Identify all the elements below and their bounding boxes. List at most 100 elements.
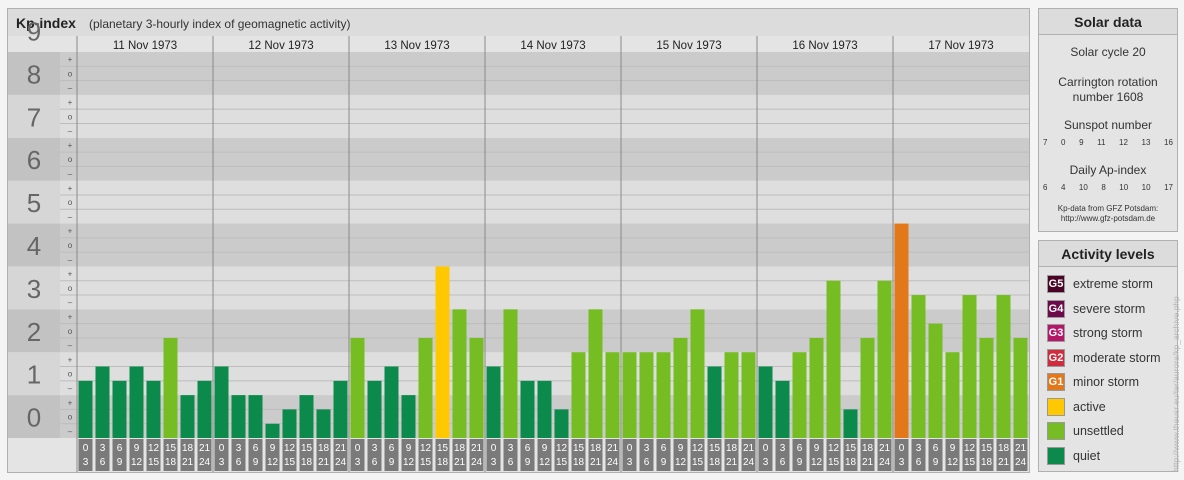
ap-value: 6 [1043,183,1048,192]
activity-level-item: active [1047,397,1106,417]
sunspot-value: 16 [1164,138,1173,147]
activity-level-label: active [1073,399,1106,414]
slot-start-label: 12 [964,443,976,454]
kp-bar [129,366,144,438]
sunspot-value: 0 [1061,138,1066,147]
slot-end-label: 15 [556,457,568,468]
activity-level-label: unsettled [1073,424,1124,438]
slot-cell [367,439,382,471]
slot-end-label: 18 [981,457,993,468]
y-band-label [8,352,60,396]
kp-bar [673,337,688,438]
activity-level-item: G5 extreme storm [1047,274,1153,294]
ap-value: 10 [1078,183,1088,192]
slot-cell [95,439,110,471]
solar-data-title: Solar data [1039,9,1177,35]
slot-end-label: 18 [709,457,721,468]
kp-bar [741,352,756,438]
slot-cell [78,439,93,471]
slot-start-label: 21 [1015,443,1027,454]
slot-end-label: 9 [117,457,123,468]
minor-tick-label: – [68,255,73,264]
slot-end-label: 6 [916,457,922,468]
slot-end-label: 18 [845,457,857,468]
title-bar [8,9,1029,36]
day-dividers [76,36,894,472]
ap-value: 10 [1141,183,1151,192]
slot-start-label: 6 [933,443,939,454]
slot-cell [656,439,671,471]
watermark-url: http://www.theusr.eu/ter/aurora/kp_archi… [1171,296,1181,472]
kp-chart: Kp-index (planetary 3-hourly index of ge… [7,8,1030,473]
slot-end-label: 6 [100,457,106,468]
slot-start-label: 9 [542,443,548,454]
y-band [60,94,1029,138]
minor-tick-label: + [68,98,73,107]
slot-start-label: 18 [454,443,466,454]
kp-bar [163,337,178,438]
kp-bar [435,266,450,438]
kp-bar [588,309,603,438]
slot-cell [707,439,722,471]
activity-level-swatch: G1 [1047,373,1065,391]
kp-bar [316,409,331,438]
minor-tick-label: + [68,227,73,236]
slot-end-label: 9 [661,457,667,468]
ap-values: 6 4 10 8 10 10 17 [1043,183,1173,192]
minor-tick-label: o [68,327,73,336]
slot-end-label: 9 [933,457,939,468]
slot-end-label: 12 [403,457,415,468]
slot-start-label: 9 [406,443,412,454]
slot-start-label: 21 [471,443,483,454]
slot-cell [1013,439,1028,471]
slot-start-label: 15 [165,443,177,454]
minor-tick-label: + [68,312,73,321]
kp-bar [248,395,263,438]
slot-end-label: 15 [420,457,432,468]
slot-end-label: 3 [83,457,89,468]
slot-end-label: 21 [862,457,874,468]
kp-bar [656,352,671,438]
activity-level-item: G4 severe storm [1047,299,1145,319]
activity-level-swatch: G4 [1047,299,1065,318]
kp-bar [299,395,314,438]
day-label: 11 Nov 1973 [113,40,177,52]
slot-end-label: 24 [1015,457,1027,468]
minor-tick-label: o [68,155,73,164]
slot-end-label: 6 [372,457,378,468]
kp-bar [996,295,1011,438]
slot-start-label: 21 [199,443,211,454]
y-band-label [8,52,60,95]
slot-cell [537,439,552,471]
y-band-label [8,137,60,181]
slot-end-label: 21 [998,457,1010,468]
slot-cell [741,439,756,471]
slot-start-label: 9 [134,443,140,454]
minor-tick-label: o [68,198,73,207]
kp-bar [384,366,399,438]
kp-bar [333,380,348,438]
kp-bar [197,380,212,438]
slot-end-label: 12 [675,457,687,468]
kp-bar [503,309,518,438]
minor-tick-label: o [68,112,73,121]
activity-level-item: unsettled [1047,421,1124,441]
slot-cell [129,439,144,471]
kp-bar [928,323,943,438]
slot-end-label: 21 [454,457,466,468]
slot-cell [248,439,263,471]
slot-start-label: 15 [301,443,313,454]
minor-tick-label: + [68,184,73,193]
slot-end-label: 9 [525,457,531,468]
slot-cell [792,439,807,471]
minor-tick-label: o [68,370,73,379]
slot-end-label: 15 [284,457,296,468]
sunspot-value: 9 [1079,138,1084,147]
slot-end-label: 12 [267,457,279,468]
slot-cell [622,439,637,471]
slot-cell [146,439,161,471]
y-tick-label: 9 [27,17,41,47]
y-band-label [8,94,60,138]
slot-end-label: 12 [947,457,959,468]
slot-start-label: 6 [661,443,667,454]
